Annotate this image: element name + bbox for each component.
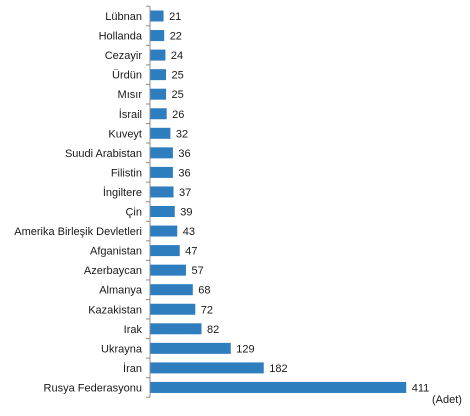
- category-label: Suudi Arabistan: [65, 148, 142, 160]
- category-label: Çin: [125, 207, 142, 219]
- bar: [150, 206, 175, 217]
- data-label: 36: [178, 167, 190, 179]
- data-label: 47: [185, 246, 197, 258]
- category-label: Lübnan: [105, 11, 142, 23]
- data-label: 26: [172, 109, 184, 121]
- category-label: Irak: [124, 324, 143, 336]
- category-label: Rusya Federasyonu: [44, 382, 142, 394]
- bar: [150, 30, 165, 42]
- bar: [150, 186, 174, 198]
- data-label: 36: [178, 148, 190, 160]
- data-label: 57: [191, 265, 203, 277]
- category-label: Filistin: [111, 167, 142, 179]
- data-label: 39: [180, 207, 192, 219]
- category-label: İsrail: [119, 108, 142, 121]
- category-label: Amerika Birleşik Devletleri: [14, 226, 142, 238]
- data-label: 72: [201, 304, 213, 316]
- category-label: İran: [123, 362, 142, 375]
- category-label: Kuveyt: [108, 128, 142, 140]
- bar: [150, 147, 173, 159]
- bar: [150, 166, 173, 178]
- bar: [150, 225, 178, 237]
- bar: [150, 323, 202, 335]
- data-label: 182: [269, 363, 287, 375]
- data-label: 43: [183, 226, 195, 238]
- data-label: 68: [198, 285, 210, 297]
- bar: [150, 49, 166, 61]
- category-label: Almanya: [99, 285, 143, 297]
- category-label: Afganistan: [90, 246, 142, 258]
- bar: [150, 88, 167, 100]
- bar: [150, 264, 186, 276]
- data-label: 25: [172, 70, 184, 82]
- category-label: Hollanda: [99, 31, 143, 43]
- category-label: Ukrayna: [101, 343, 143, 355]
- category-label: Ürdün: [112, 70, 142, 82]
- bar: [150, 10, 164, 22]
- data-label: 22: [170, 31, 182, 43]
- data-label: 129: [236, 343, 254, 355]
- bar: [150, 381, 407, 393]
- bar: [150, 69, 167, 81]
- data-label: 32: [176, 128, 188, 140]
- category-label: Kazakistan: [88, 304, 142, 316]
- category-label: İngiltere: [103, 186, 142, 199]
- bar: [150, 342, 231, 354]
- bar: [150, 245, 180, 257]
- bar: [150, 362, 264, 374]
- data-label: 82: [207, 324, 219, 336]
- category-label: Cezayir: [105, 50, 143, 62]
- data-label: 25: [172, 89, 184, 101]
- bar: [150, 303, 196, 315]
- bar: [150, 284, 193, 296]
- category-label: Azerbaycan: [84, 265, 142, 277]
- category-label: Mısır: [118, 89, 143, 101]
- bar: [150, 108, 167, 120]
- data-label: 37: [179, 187, 191, 199]
- data-label: 24: [171, 50, 183, 62]
- x-unit-label: (Adet): [432, 394, 462, 406]
- bar: [150, 127, 171, 139]
- data-label: 21: [169, 11, 181, 23]
- data-label: 411: [412, 382, 430, 394]
